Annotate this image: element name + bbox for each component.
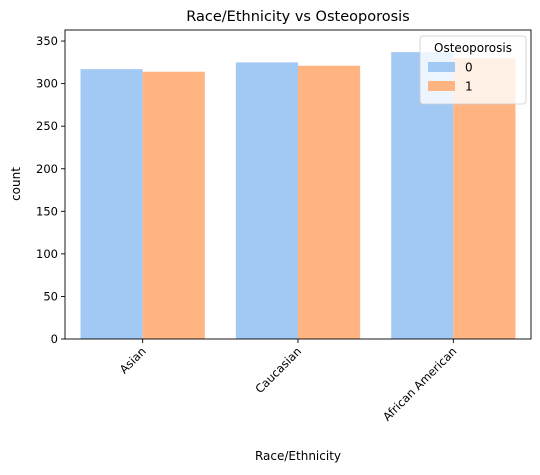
legend-title: Osteoporosis [434, 41, 512, 55]
legend-label-0: 0 [465, 61, 473, 75]
legend-swatch-1 [428, 81, 455, 91]
bar-1-0 [142, 71, 205, 339]
bar-1-1 [298, 65, 361, 339]
bar-1-2 [453, 58, 516, 339]
y-axis-label: count [9, 167, 23, 201]
x-tick-label: African American [380, 344, 460, 424]
legend-swatch-0 [428, 62, 455, 72]
bar-0-0 [80, 69, 143, 339]
y-tick-label: 100 [36, 247, 58, 261]
x-tick-label: Asian [117, 344, 149, 376]
x-axis: Asian Caucasian African American [117, 339, 460, 424]
y-tick-label: 300 [36, 77, 58, 91]
y-tick-label: 200 [36, 162, 58, 176]
x-tick-label: Caucasian [252, 344, 304, 396]
x-axis-label: Race/Ethnicity [255, 449, 341, 463]
y-axis: 0 50 100 150 200 250 300 350 [36, 34, 65, 346]
legend: Osteoporosis 01 [419, 35, 527, 105]
bar-0-1 [235, 62, 298, 339]
y-tick-label: 350 [36, 34, 58, 48]
chart-title: Race/Ethnicity vs Osteoporosis [186, 9, 409, 25]
legend-items: 01 [428, 61, 473, 94]
bars-layer [80, 52, 516, 339]
legend-label-1: 1 [465, 80, 473, 94]
y-tick-label: 250 [36, 119, 58, 133]
y-tick-label: 150 [36, 204, 58, 218]
y-tick-label: 50 [43, 289, 58, 303]
y-tick-label: 0 [51, 332, 58, 346]
